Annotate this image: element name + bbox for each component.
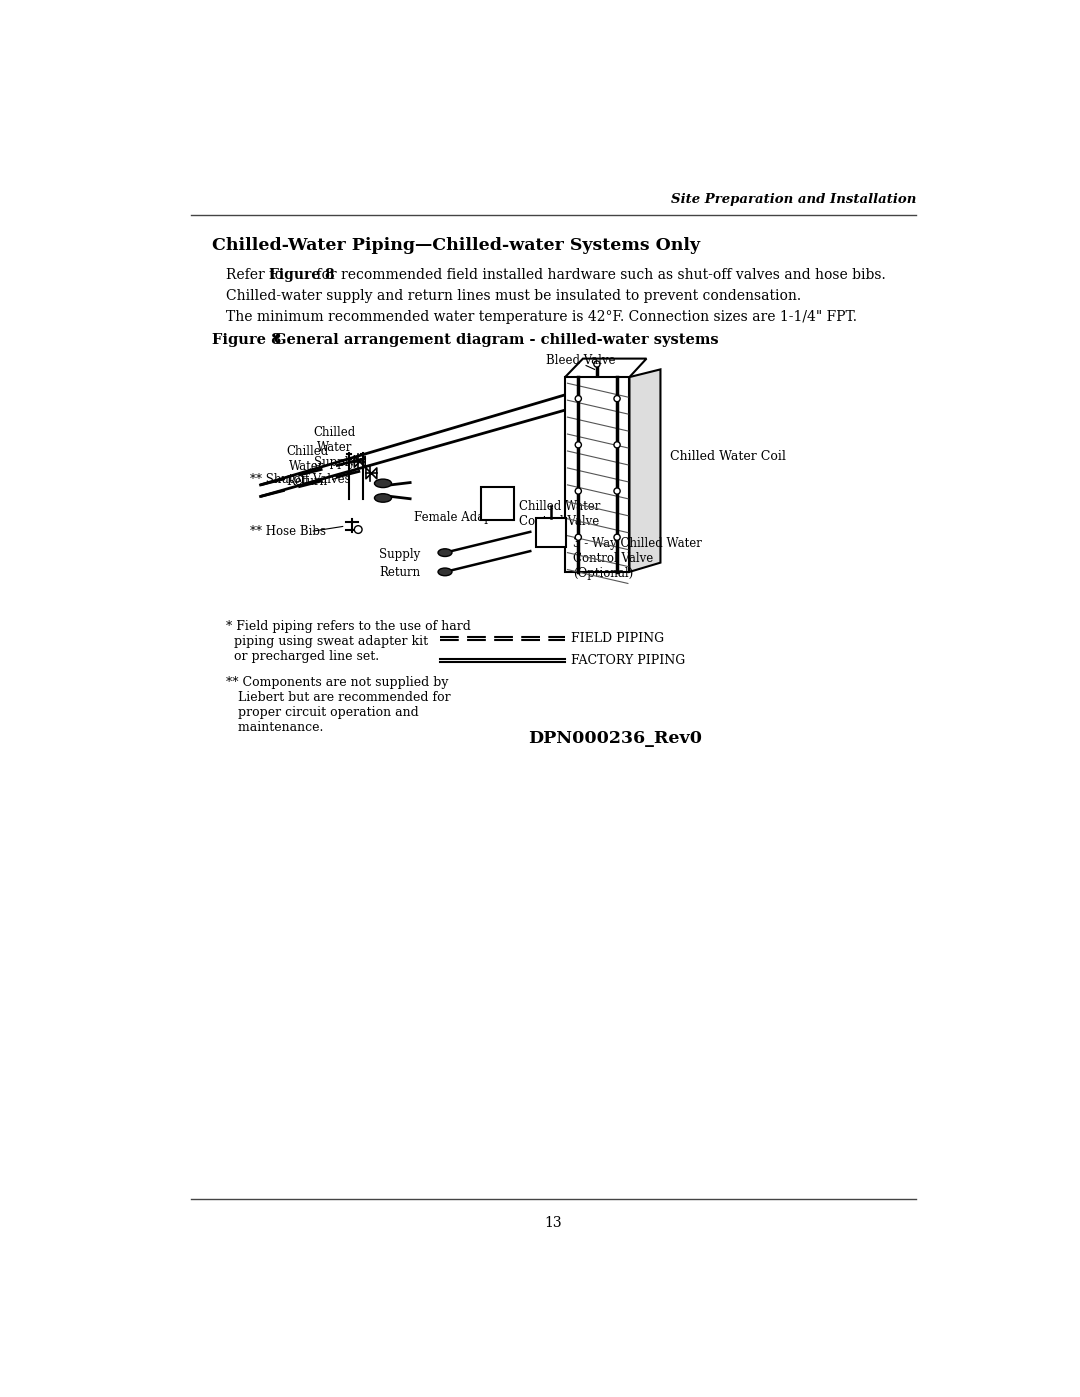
Text: Bleed Valve: Bleed Valve (545, 353, 616, 366)
Text: General arrangement diagram - chilled-water systems: General arrangement diagram - chilled-wa… (274, 334, 719, 348)
Polygon shape (565, 377, 630, 571)
Text: Chilled
Water
Supply: Chilled Water Supply (314, 426, 356, 468)
Text: Return: Return (379, 566, 420, 580)
Bar (482, 488, 514, 520)
Circle shape (613, 441, 620, 448)
Text: Chilled-Water Piping—Chilled-water Systems Only: Chilled-Water Piping—Chilled-water Syste… (213, 237, 701, 254)
Text: Chilled Water
Control Valve: Chilled Water Control Valve (519, 500, 600, 528)
Text: Chilled-water supply and return lines must be insulated to prevent condensation.: Chilled-water supply and return lines mu… (227, 289, 801, 303)
Text: The minimum recommended water temperature is 42°F. Connection sizes are 1-1/4" F: The minimum recommended water temperatur… (227, 310, 858, 324)
Text: 13: 13 (544, 1217, 563, 1231)
Ellipse shape (375, 493, 392, 502)
Text: Figure 8: Figure 8 (213, 334, 282, 348)
Text: * Field piping refers to the use of hard
  piping using sweat adapter kit
  or p: * Field piping refers to the use of hard… (227, 620, 471, 664)
Circle shape (576, 534, 581, 541)
Text: 3 - Way Chilled Water
Control Valve
(Optional): 3 - Way Chilled Water Control Valve (Opt… (572, 538, 702, 580)
Circle shape (613, 395, 620, 402)
Text: FIELD PIPING: FIELD PIPING (571, 633, 664, 645)
Circle shape (613, 488, 620, 495)
Text: Refer to: Refer to (227, 268, 288, 282)
Text: FACTORY PIPING: FACTORY PIPING (571, 654, 686, 666)
Text: Supply: Supply (379, 548, 420, 560)
Text: Figure 8: Figure 8 (269, 268, 335, 282)
Polygon shape (630, 369, 661, 571)
Circle shape (354, 525, 362, 534)
Text: ** Hose Bibs: ** Hose Bibs (249, 525, 326, 538)
Text: ** Shutoff Valves: ** Shutoff Valves (249, 474, 350, 486)
Ellipse shape (375, 479, 392, 488)
Polygon shape (565, 359, 647, 377)
Circle shape (576, 441, 581, 448)
Ellipse shape (438, 549, 451, 556)
Circle shape (613, 534, 620, 541)
Text: for recommended field installed hardware such as shut-off valves and hose bibs.: for recommended field installed hardware… (312, 268, 886, 282)
Text: Chilled
Water
Return: Chilled Water Return (286, 444, 328, 488)
Text: ** Components are not supplied by
   Liebert but are recommended for
   proper c: ** Components are not supplied by Lieber… (227, 676, 451, 733)
Text: Site Preparation and Installation: Site Preparation and Installation (671, 193, 916, 207)
Bar (537, 518, 566, 548)
Text: Chilled Water Coil: Chilled Water Coil (670, 450, 785, 462)
Circle shape (594, 360, 600, 367)
Circle shape (576, 488, 581, 495)
Text: DPN000236_Rev0: DPN000236_Rev0 (528, 729, 702, 747)
Ellipse shape (438, 569, 451, 576)
Circle shape (576, 395, 581, 402)
Text: Female Adapters: Female Adapters (414, 511, 515, 524)
